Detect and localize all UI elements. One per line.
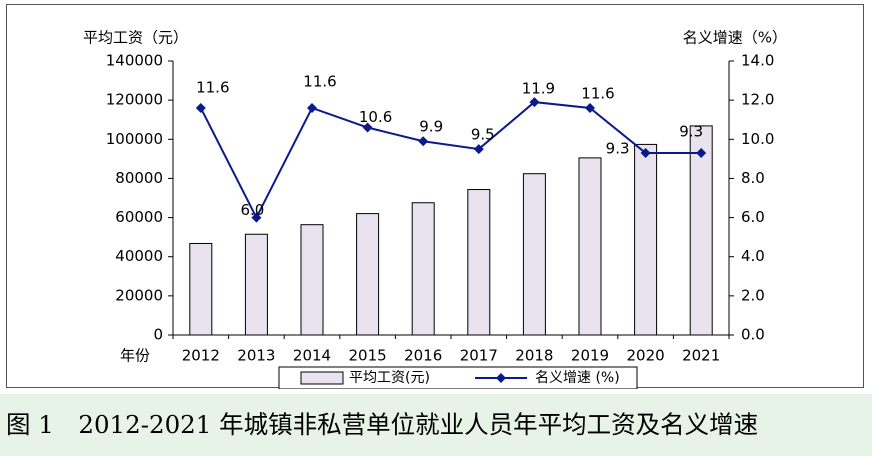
x-tick-label: 2018	[515, 347, 553, 365]
legend-line-marker	[496, 373, 506, 383]
growth-rate-label-2021: 9.3	[679, 122, 703, 140]
growth-rate-marker-2014	[307, 102, 317, 113]
bar-2014	[300, 224, 324, 336]
bar-2013	[244, 233, 268, 336]
x-tick-label: 2017	[460, 347, 498, 365]
left-tick-label: 20000	[115, 286, 163, 304]
chart-canvas: 0 20000 40000 60000 80000 100000 120000 140000 0…	[83, 29, 787, 389]
figure-caption: 图 1 2012-2021 年城镇非私营单位就业人员年平均工资及名义增速	[6, 410, 759, 439]
right-tick-label: 12.0	[741, 91, 774, 109]
left-tick-label: 60000	[115, 208, 163, 226]
x-tick-label: 2016	[404, 347, 442, 365]
bar-2015	[356, 213, 380, 336]
left-tick-label: 40000	[115, 247, 163, 265]
growth-rate-label-2014: 11.6	[303, 72, 336, 90]
x-tick-label: 2015	[349, 347, 387, 365]
bar-2017	[467, 189, 491, 336]
right-tick-label: 2.0	[741, 286, 765, 304]
x-tick-label: 2019	[571, 347, 609, 365]
legend-bar-label: 平均工资(元)	[349, 370, 430, 386]
bar-2019	[578, 157, 602, 336]
growth-rate-label-2016: 9.9	[419, 118, 443, 136]
bar-2016	[411, 202, 435, 336]
legend-box	[278, 366, 638, 389]
chart-frame: 0 20000 40000 60000 80000 100000 120000 140000 0…	[6, 4, 864, 389]
growth-rate-marker-2013	[251, 212, 262, 223]
right-tick-label: 4.0	[741, 247, 765, 265]
growth-rate-label-2017: 9.5	[471, 126, 495, 144]
growth-rate-marker-2018	[529, 97, 540, 108]
growth-rate-marker-2017	[473, 144, 484, 155]
bar-2018	[522, 173, 546, 336]
growth-rate-marker-2012	[195, 102, 206, 113]
growth-rate-line	[199, 101, 702, 220]
right-tick-label: 6.0	[741, 208, 765, 226]
growth-rate-marker-2019	[585, 102, 595, 113]
growth-rate-label-2013: 6.0	[240, 201, 264, 219]
right-tick-label: 10.0	[741, 130, 774, 148]
left-tick-label: 80000	[115, 169, 163, 187]
figure-caption-band: 图 1 2012-2021 年城镇非私营单位就业人员年平均工资及名义增速	[0, 394, 872, 456]
growth-rate-marker-2016	[418, 136, 429, 147]
growth-rate-marker-2021	[696, 147, 707, 158]
legend-line-label: 名义增速 (%)	[535, 370, 620, 386]
growth-rate-label-2020: 9.3	[606, 139, 630, 157]
x-tick-label: 2013	[237, 347, 275, 365]
left-tick-label: 0	[153, 326, 163, 344]
bar-2020	[634, 143, 658, 336]
legend-bar-swatch	[300, 371, 344, 385]
x-tick-label: 2021	[682, 347, 720, 365]
left-tick-label: 140000	[106, 52, 163, 70]
x-tick-label: 2014	[293, 347, 331, 365]
x-tick-label: 2012	[182, 347, 220, 365]
bar-2012	[189, 242, 213, 336]
growth-rate-marker-2015	[362, 122, 373, 133]
growth-rate-label-2012: 11.6	[196, 78, 229, 96]
left-tick-label: 120000	[106, 91, 163, 109]
x-tick-label: 2020	[627, 347, 665, 365]
growth-rate-label-2015: 10.6	[359, 108, 392, 126]
right-tick-label: 0.0	[741, 326, 765, 344]
right-tick-label: 14.0	[741, 52, 774, 70]
growth-rate-marker-2020	[640, 147, 651, 158]
right-tick-label: 8.0	[741, 169, 765, 187]
right-axis-title: 名义增速（%）	[683, 29, 787, 47]
growth-rate-label-2019: 11.6	[581, 84, 614, 102]
x-axis-title: 年份	[120, 347, 150, 365]
left-axis-title: 平均工资（元）	[83, 29, 188, 47]
growth-rate-label-2018: 11.9	[522, 80, 555, 98]
left-tick-label: 100000	[106, 130, 163, 148]
